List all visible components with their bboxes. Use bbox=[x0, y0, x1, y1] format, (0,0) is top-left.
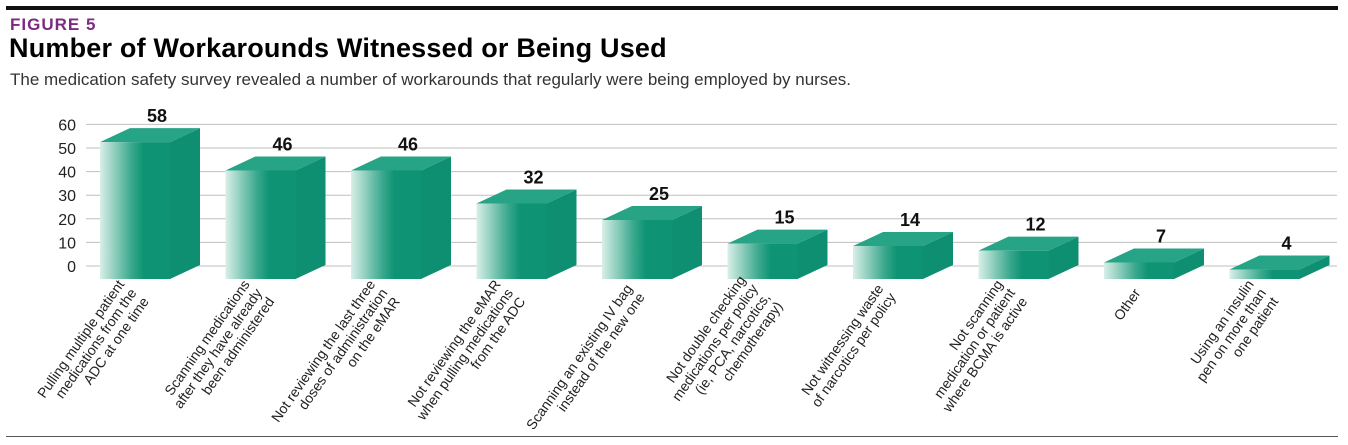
y-tick-label: 20 bbox=[58, 212, 76, 229]
bar bbox=[1229, 269, 1300, 279]
bar-side bbox=[295, 156, 326, 279]
bottom-rule bbox=[6, 436, 1338, 437]
data-label: 25 bbox=[649, 184, 669, 204]
x-tick-label: Not reviewing the eMARwhen pulling medic… bbox=[400, 277, 528, 432]
chart-subtitle: The medication safety survey revealed a … bbox=[10, 70, 851, 89]
bar-side bbox=[546, 189, 577, 279]
chart-title: Number of Workarounds Witnessed or Being… bbox=[9, 33, 667, 63]
bar bbox=[351, 170, 421, 279]
bar bbox=[476, 203, 547, 279]
bar bbox=[853, 245, 923, 279]
x-tick-label: Not double checkingmedications per polic… bbox=[656, 273, 785, 421]
y-tick-label: 30 bbox=[58, 188, 76, 205]
bar-top bbox=[602, 206, 702, 220]
bar-top bbox=[1104, 248, 1204, 263]
data-label: 32 bbox=[523, 167, 543, 187]
bar-top bbox=[853, 231, 953, 246]
bar bbox=[727, 243, 798, 279]
data-label: 15 bbox=[774, 208, 794, 228]
bar-top bbox=[100, 128, 200, 143]
x-tick-label: Not reviewing the last threedoses of adm… bbox=[268, 277, 403, 443]
bar-top bbox=[978, 236, 1079, 251]
data-label: 58 bbox=[147, 106, 167, 126]
data-label: 12 bbox=[1025, 215, 1045, 235]
top-rule bbox=[6, 6, 1338, 10]
x-tick-label: Other bbox=[1110, 285, 1143, 323]
data-label: 46 bbox=[272, 134, 292, 154]
data-label: 14 bbox=[900, 210, 920, 230]
y-tick-label: 0 bbox=[67, 259, 76, 276]
bar-side bbox=[421, 156, 451, 279]
y-tick-label: 10 bbox=[58, 235, 76, 252]
bar-side bbox=[1174, 248, 1204, 279]
bar-top bbox=[476, 189, 577, 204]
y-tick-label: 50 bbox=[58, 141, 76, 158]
data-label: 4 bbox=[1281, 234, 1291, 254]
bar-side bbox=[672, 206, 702, 279]
x-tick-label: Pulling multiple patientmedications from… bbox=[34, 277, 152, 418]
x-tick-label: Scanning an existing IV baginstead of th… bbox=[523, 281, 648, 441]
bar-top bbox=[1229, 255, 1330, 270]
y-tick-label: 60 bbox=[58, 117, 76, 134]
data-label: 46 bbox=[398, 134, 418, 154]
bar-top bbox=[225, 156, 326, 171]
x-tick-label: Not witnessing wasteof narcotics per pol… bbox=[796, 281, 899, 410]
bar-top bbox=[727, 229, 828, 244]
data-label: 7 bbox=[1156, 226, 1166, 246]
bar bbox=[602, 220, 672, 279]
bar bbox=[100, 142, 170, 279]
bar-side bbox=[1299, 255, 1330, 279]
x-tick-label: Not scanningmedication or patientwhere B… bbox=[914, 277, 1030, 416]
bar bbox=[1104, 262, 1174, 279]
x-tick-label: Using an insulinpen on more thanone pati… bbox=[1181, 277, 1282, 393]
bar-top bbox=[351, 156, 451, 171]
bar bbox=[225, 170, 296, 279]
figure-label: FIGURE 5 bbox=[10, 15, 97, 34]
bar-side bbox=[797, 229, 828, 279]
bar-side bbox=[170, 128, 200, 279]
y-tick-label: 40 bbox=[58, 165, 76, 182]
bar bbox=[978, 250, 1049, 279]
bar-side bbox=[1048, 236, 1079, 279]
x-tick-label: Scanning medicationsafter they have alre… bbox=[158, 277, 277, 420]
bar-side bbox=[923, 231, 953, 279]
